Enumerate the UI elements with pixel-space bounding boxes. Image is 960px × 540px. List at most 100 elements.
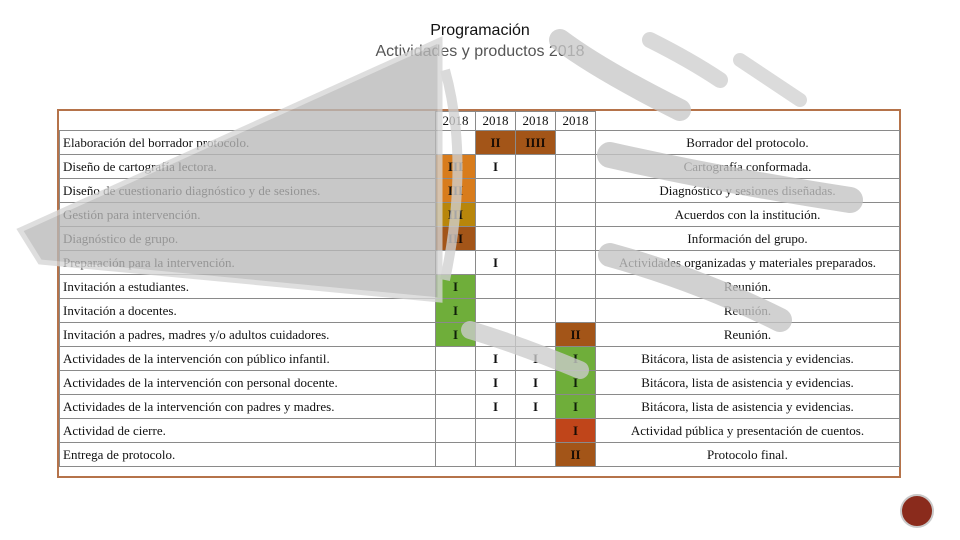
activity-cell: Entrega de protocolo. bbox=[59, 442, 436, 467]
schedule-mark-cell bbox=[555, 178, 596, 203]
schedule-mark-cell bbox=[515, 202, 556, 227]
activity-cell: Invitación a padres, madres y/o adultos … bbox=[59, 322, 436, 347]
product-cell: Bitácora, lista de asistencia y evidenci… bbox=[595, 346, 900, 371]
product-cell: Acuerdos con la institución. bbox=[595, 202, 900, 227]
product-cell: Bitácora, lista de asistencia y evidenci… bbox=[595, 394, 900, 419]
table-row: Gestión para intervención. III Acuerdos co… bbox=[59, 202, 900, 227]
schedule-mark-cell bbox=[515, 154, 556, 179]
activity-cell: Actividades de la intervención con públi… bbox=[59, 346, 436, 371]
schedule-mark-cell: I bbox=[475, 370, 516, 395]
schedule-mark-cell bbox=[515, 322, 556, 347]
schedule-mark-cell bbox=[555, 154, 596, 179]
product-cell: Reunión. bbox=[595, 298, 900, 323]
header-year-4: 2018 bbox=[555, 111, 596, 131]
table-row: Actividades de la intervención con públi… bbox=[59, 346, 900, 371]
schedule-mark-cell: III bbox=[435, 178, 476, 203]
page-logo-icon bbox=[900, 494, 934, 528]
schedule-mark-cell bbox=[555, 226, 596, 251]
schedule-mark-cell bbox=[475, 418, 516, 443]
table-row: Actividades de la intervención con perso… bbox=[59, 370, 900, 395]
schedule-mark-cell bbox=[435, 442, 476, 467]
slide-title: Programación bbox=[430, 22, 530, 39]
slide-subtitle: Actividades y productos 2018 bbox=[375, 43, 585, 60]
table-row: Actividad de cierre. I Actividad pública y… bbox=[59, 418, 900, 443]
schedule-mark-cell bbox=[515, 298, 556, 323]
table-row: Invitación a padres, madres y/o adultos … bbox=[59, 322, 900, 347]
activity-cell: Actividades de la intervención con perso… bbox=[59, 370, 436, 395]
schedule-mark-cell: I bbox=[555, 418, 596, 443]
schedule-mark-cell bbox=[475, 274, 516, 299]
activity-cell: Elaboración del borrador protocolo. bbox=[59, 130, 436, 155]
schedule-mark-cell bbox=[515, 442, 556, 467]
product-cell: Información del grupo. bbox=[595, 226, 900, 251]
table-row: Entrega de protocolo. II Protocolo final. bbox=[59, 442, 900, 467]
schedule-mark-cell: I bbox=[435, 274, 476, 299]
schedule-mark-cell: I bbox=[555, 370, 596, 395]
schedule-mark-cell: I bbox=[515, 346, 556, 371]
schedule-mark-cell bbox=[555, 274, 596, 299]
schedule-table: 2018 2018 2018 2018 Elaboración del borr… bbox=[59, 111, 900, 467]
product-cell: Reunión. bbox=[595, 274, 900, 299]
activity-cell: Invitación a estudiantes. bbox=[59, 274, 436, 299]
schedule-mark-cell bbox=[515, 226, 556, 251]
table-row: Diagnóstico de grupo. III Información del … bbox=[59, 226, 900, 251]
table-row: Invitación a docentes. I Reunión. bbox=[59, 298, 900, 323]
activity-cell: Diagnóstico de grupo. bbox=[59, 226, 436, 251]
schedule-mark-cell bbox=[475, 298, 516, 323]
schedule-mark-cell bbox=[475, 202, 516, 227]
schedule-mark-cell: I bbox=[555, 394, 596, 419]
table-row: Elaboración del borrador protocolo. II III… bbox=[59, 130, 900, 155]
schedule-mark-cell bbox=[515, 250, 556, 275]
schedule-mark-cell bbox=[435, 418, 476, 443]
activity-cell: Invitación a docentes. bbox=[59, 298, 436, 323]
schedule-mark-cell bbox=[515, 418, 556, 443]
sound-wave-6 bbox=[733, 53, 807, 107]
schedule-mark-cell: I bbox=[515, 394, 556, 419]
product-cell: Bitácora, lista de asistencia y evidenci… bbox=[595, 370, 900, 395]
table-row: Preparación para la intervención. I Activi… bbox=[59, 250, 900, 275]
schedule-mark-cell bbox=[475, 322, 516, 347]
schedule-mark-cell: I bbox=[435, 322, 476, 347]
table-row: Actividades de la intervención con padre… bbox=[59, 394, 900, 419]
schedule-mark-cell bbox=[555, 250, 596, 275]
header-year-1: 2018 bbox=[435, 111, 476, 131]
activity-cell: Gestión para intervención. bbox=[59, 202, 436, 227]
schedule-mark-cell bbox=[555, 298, 596, 323]
schedule-mark-cell bbox=[515, 274, 556, 299]
activity-cell: Diseño de cuestionario diagnóstico y de … bbox=[59, 178, 436, 203]
schedule-mark-cell: II bbox=[475, 130, 516, 155]
schedule-mark-cell: III bbox=[435, 226, 476, 251]
header-year-2: 2018 bbox=[475, 111, 516, 131]
schedule-mark-cell: II bbox=[555, 442, 596, 467]
header-blank bbox=[59, 111, 436, 131]
schedule-mark-cell bbox=[435, 250, 476, 275]
table-header-row: 2018 2018 2018 2018 bbox=[59, 111, 900, 131]
schedule-mark-cell: I bbox=[555, 346, 596, 371]
schedule-mark-cell bbox=[555, 130, 596, 155]
table-row: Invitación a estudiantes. I Reunión. bbox=[59, 274, 900, 299]
header-blank-right bbox=[595, 111, 900, 131]
schedule-mark-cell: III bbox=[435, 154, 476, 179]
schedule-mark-cell: I bbox=[515, 370, 556, 395]
schedule-mark-cell bbox=[435, 346, 476, 371]
schedule-mark-cell bbox=[475, 226, 516, 251]
activity-cell: Diseño de cartografía lectora. bbox=[59, 154, 436, 179]
activity-cell: Actividad de cierre. bbox=[59, 418, 436, 443]
schedule-mark-cell: I bbox=[435, 298, 476, 323]
product-cell: Cartografía conformada. bbox=[595, 154, 900, 179]
product-cell: Borrador del protocolo. bbox=[595, 130, 900, 155]
schedule-mark-cell: IIII bbox=[515, 130, 556, 155]
product-cell: Reunión. bbox=[595, 322, 900, 347]
schedule-mark-cell bbox=[435, 130, 476, 155]
product-cell: Diagnóstico y sesiones diseñadas. bbox=[595, 178, 900, 203]
header-year-3: 2018 bbox=[515, 111, 556, 131]
schedule-mark-cell: I bbox=[475, 346, 516, 371]
activity-cell: Preparación para la intervención. bbox=[59, 250, 436, 275]
table-row: Diseño de cartografía lectora. III I Cartog… bbox=[59, 154, 900, 179]
schedule-mark-cell bbox=[435, 370, 476, 395]
activity-cell: Actividades de la intervención con padre… bbox=[59, 394, 436, 419]
schedule-mark-cell: I bbox=[475, 250, 516, 275]
schedule-mark-cell: III bbox=[435, 202, 476, 227]
schedule-mark-cell bbox=[475, 178, 516, 203]
table-row: Diseño de cuestionario diagnóstico y de … bbox=[59, 178, 900, 203]
